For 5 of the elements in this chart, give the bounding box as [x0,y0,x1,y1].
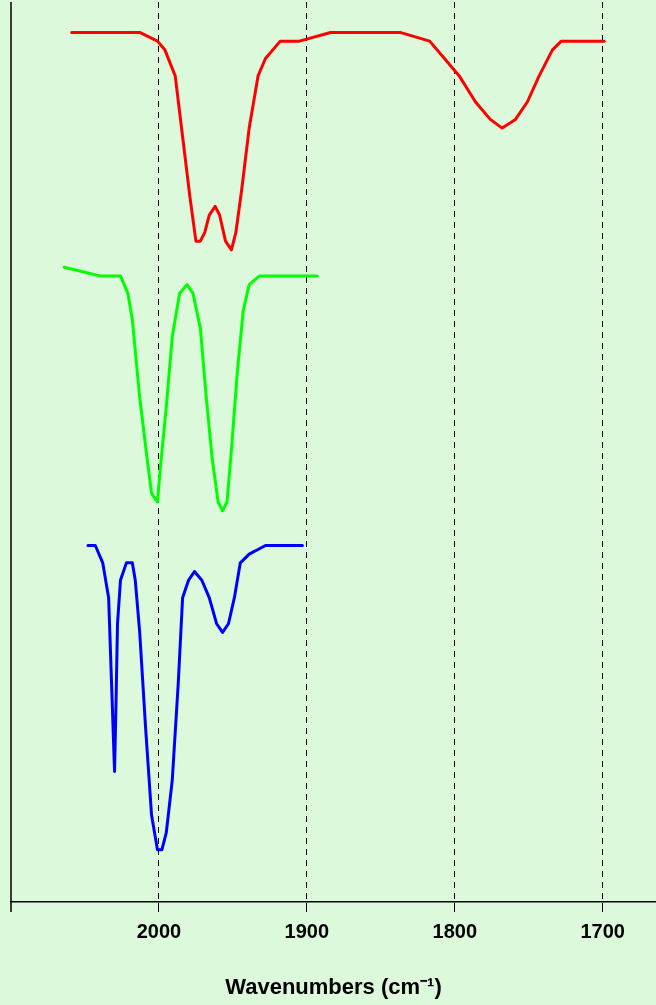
x-tick-label: 1900 [284,919,330,942]
x-tick-label: 1800 [432,919,478,942]
x-tick-label: 1700 [580,919,625,942]
x-axis-title: Wavenumbers (cm⁻¹) [225,973,442,999]
x-tick-label: 2000 [136,919,182,942]
